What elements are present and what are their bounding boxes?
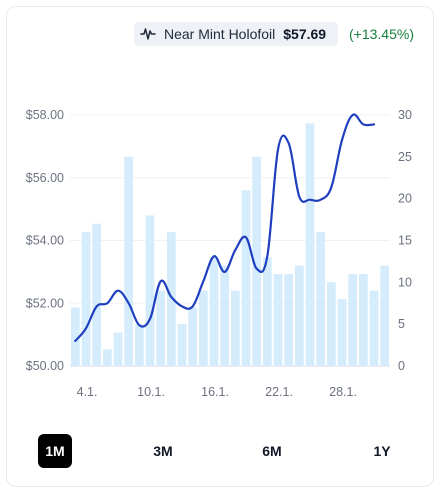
y-right-tick-label: 5 xyxy=(398,317,405,331)
range-button-1m[interactable]: 1M xyxy=(38,434,72,468)
y-left-tick-label: $50.00 xyxy=(26,359,64,373)
volume-bar xyxy=(241,190,251,366)
series-price: $57.69 xyxy=(283,26,327,42)
volume-bar xyxy=(337,299,347,366)
x-tick-label: 4.1. xyxy=(77,385,98,399)
grid xyxy=(70,114,390,367)
range-button-1y[interactable]: 1Y xyxy=(373,443,391,459)
volume-bar xyxy=(294,265,304,366)
volume-bar xyxy=(177,324,187,366)
volume-bar xyxy=(81,232,91,366)
volume-bar xyxy=(380,265,390,366)
volume-bar xyxy=(358,273,368,366)
volume-bar xyxy=(124,156,134,366)
range-button-3m[interactable]: 3M xyxy=(153,443,173,459)
x-axis: 4.1. 10.1. 16.1. 22.1. 28.1. xyxy=(77,385,357,399)
volume-bar xyxy=(273,273,283,366)
y-left-tick-label: $52.00 xyxy=(26,296,64,310)
y-right-tick-label: 10 xyxy=(398,275,412,289)
volume-bar xyxy=(145,215,155,366)
volume-bar xyxy=(70,307,80,366)
volume-bar xyxy=(369,290,379,366)
volume-bar xyxy=(230,290,240,366)
volume-bar xyxy=(252,156,262,366)
y-right-tick-label: 15 xyxy=(398,234,412,248)
volume-bar xyxy=(348,273,358,366)
volume-bar xyxy=(209,257,219,366)
x-tick-label: 16.1. xyxy=(201,385,229,399)
volume-bar xyxy=(166,232,176,366)
y-axis-right: 0 5 10 15 20 25 30 xyxy=(398,108,412,373)
y-right-tick-label: 20 xyxy=(398,192,412,206)
volume-bar xyxy=(284,273,294,366)
volume-bar xyxy=(305,123,315,366)
volume-bar xyxy=(262,257,272,366)
x-tick-label: 28.1. xyxy=(329,385,357,399)
series-legend[interactable]: Near Mint Holofoil $57.69 xyxy=(134,22,338,46)
pulse-line-icon xyxy=(140,27,156,41)
series-change: (+13.45%) xyxy=(349,26,414,42)
chart-card xyxy=(6,6,434,487)
volume-bar xyxy=(134,324,144,366)
volume-bar xyxy=(198,290,208,366)
volume-bar xyxy=(113,332,123,366)
x-tick-label: 10.1. xyxy=(137,385,165,399)
volume-bar xyxy=(102,349,112,366)
y-right-tick-label: 0 xyxy=(398,359,405,373)
x-tick-label: 22.1. xyxy=(265,385,293,399)
series-name: Near Mint Holofoil xyxy=(164,26,276,42)
time-range-selector: 1M 3M 6M 1Y xyxy=(0,434,440,468)
volume-bar xyxy=(156,290,166,366)
price-volume-chart: $50.00 $52.00 $54.00 $56.00 $58.00 0 5 10 15 20 2… xyxy=(26,108,412,399)
range-button-6m[interactable]: 6M xyxy=(262,443,282,459)
y-left-tick-label: $54.00 xyxy=(26,234,64,248)
volume-bars xyxy=(70,123,390,366)
volume-bar xyxy=(188,307,198,366)
y-right-tick-label: 25 xyxy=(398,150,412,164)
volume-bar xyxy=(220,265,230,366)
y-axis-left: $50.00 $52.00 $54.00 $56.00 $58.00 xyxy=(26,108,64,373)
y-right-tick-label: 30 xyxy=(398,108,412,122)
y-left-tick-label: $56.00 xyxy=(26,171,64,185)
y-left-tick-label: $58.00 xyxy=(26,108,64,122)
volume-bar xyxy=(326,282,336,366)
price-line xyxy=(74,113,376,342)
volume-bar xyxy=(316,232,326,366)
volume-bar xyxy=(92,223,102,366)
